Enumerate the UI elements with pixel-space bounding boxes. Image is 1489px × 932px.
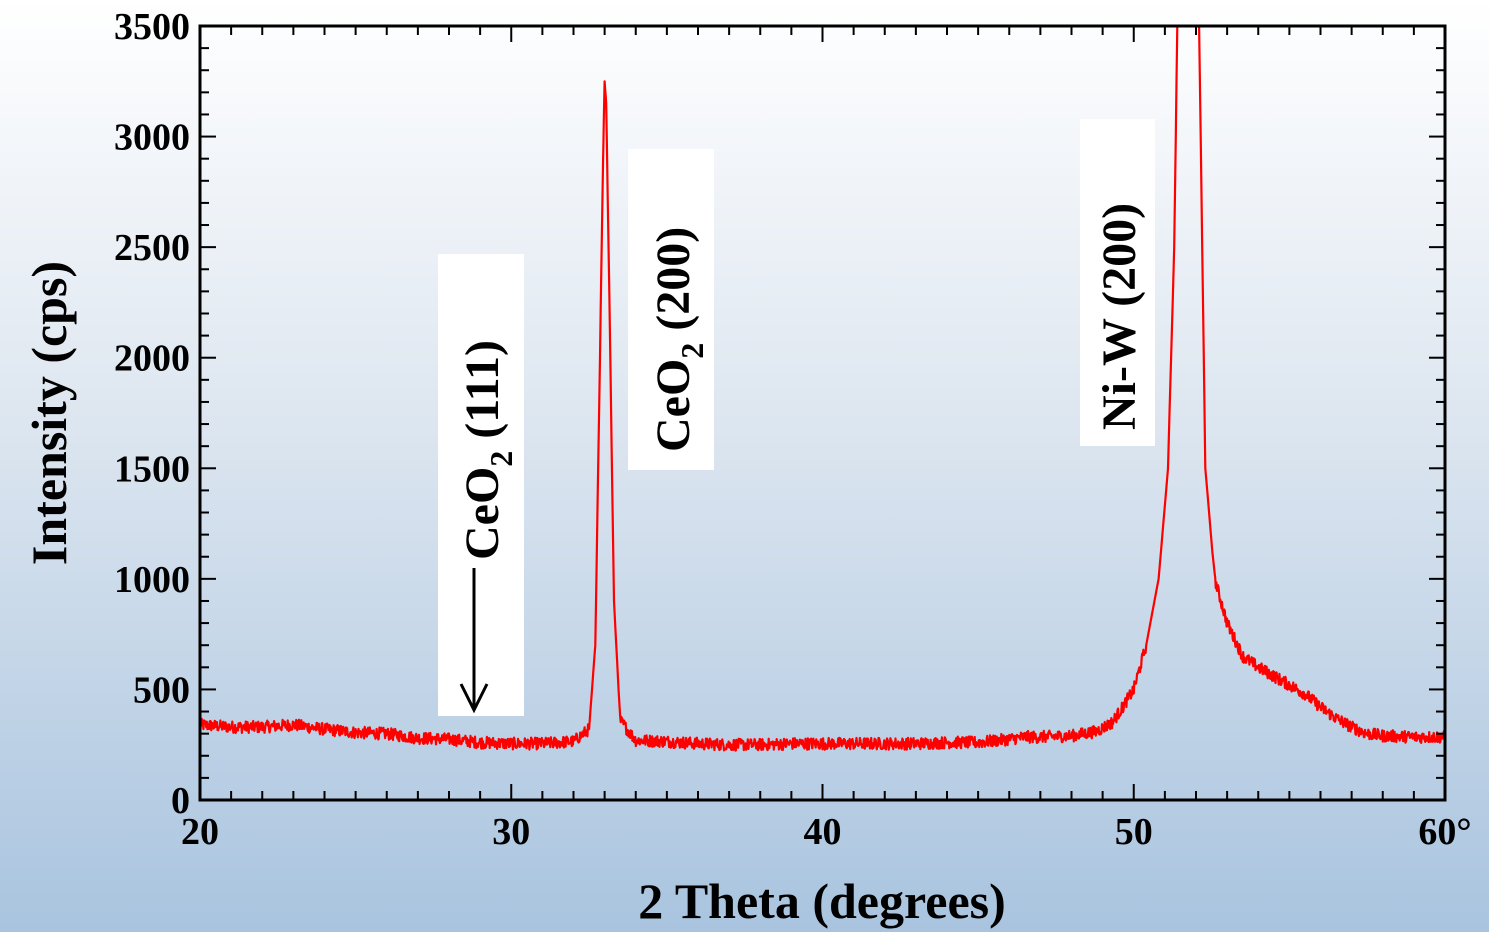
- annotation-label: Ni-W (200): [1093, 203, 1146, 430]
- annotation-label: CeO2 (111): [456, 340, 519, 560]
- annotation-base: CeO: [456, 467, 509, 560]
- y-tick-label: 3500: [114, 6, 190, 48]
- y-tick-label: 2000: [114, 338, 190, 380]
- x-tick-label: 60°: [1418, 811, 1471, 853]
- x-tick-label: 30: [492, 811, 530, 853]
- peak-annotations: CeO2 (111) CeO2 (200) Ni-W (200): [438, 119, 1155, 716]
- y-tick-label: 1000: [114, 559, 190, 601]
- annotation-box: [628, 149, 714, 470]
- y-tick-label: 2500: [114, 227, 190, 269]
- annotation-box: [438, 254, 524, 716]
- y-tick-label: 1500: [114, 448, 190, 490]
- y-axis-title: Intensity (cps): [21, 261, 77, 565]
- annotation-subscript: 2: [674, 343, 710, 359]
- annotation-label: CeO2 (200): [647, 227, 710, 452]
- plot-area: [200, 26, 1445, 800]
- annotation-arrow-head: [459, 683, 489, 714]
- plot-background: [200, 26, 1445, 800]
- annotation-subscript: 2: [483, 451, 519, 467]
- peak-annotation: CeO2 (111): [438, 254, 524, 716]
- x-axis-title: 2 Theta (degrees): [638, 873, 1006, 929]
- y-tick-label: 0: [171, 780, 190, 822]
- x-tick-label: 40: [804, 811, 842, 853]
- plot-frame: [198, 24, 1447, 802]
- annotation-rest: (200): [647, 227, 700, 343]
- tick-labels: 20 30 40 50 60° 0 500 1000 1500 2000 2500 3000 3500: [114, 6, 1472, 853]
- y-tick-label: 500: [133, 669, 190, 711]
- annotation-base: CeO: [647, 359, 700, 452]
- series-line: [198, 24, 1447, 752]
- annotation-rest: (111): [456, 340, 509, 451]
- plot-border: [198, 24, 1447, 802]
- annotation-box: [1080, 119, 1155, 446]
- peak-annotation: CeO2 (200): [628, 149, 714, 470]
- series-layer: [198, 24, 1447, 752]
- peak-annotation: Ni-W (200): [1080, 119, 1155, 446]
- x-tick-label: 20: [181, 811, 219, 853]
- x-tick-label: 50: [1115, 811, 1153, 853]
- annotation-base: Ni-W (200): [1093, 203, 1146, 430]
- y-tick-label: 3000: [114, 117, 190, 159]
